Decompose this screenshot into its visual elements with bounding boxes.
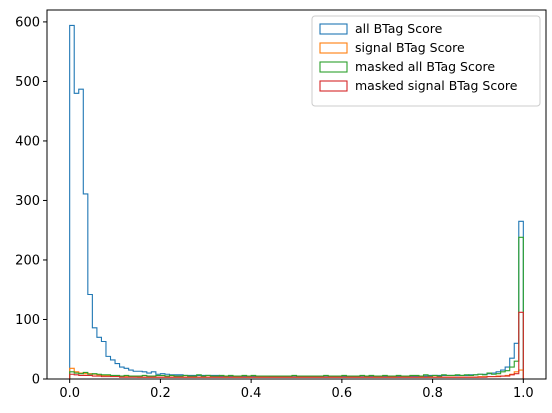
x-tick-label: 0.0 xyxy=(59,386,80,401)
y-tick-label: 200 xyxy=(15,253,40,268)
legend-swatch xyxy=(319,61,348,73)
axes xyxy=(46,9,547,380)
legend-swatch xyxy=(319,80,348,92)
legend-box xyxy=(311,15,541,107)
series-step-4 xyxy=(69,311,524,379)
x-tick-label: 1.0 xyxy=(513,386,534,401)
x-tick-label: 0.6 xyxy=(332,386,353,401)
y-axis-ticks: 0 100 200 300 400 500 600 xyxy=(15,15,47,388)
legend-swatch xyxy=(319,23,348,35)
legend-label: signal BTag Score xyxy=(355,40,465,55)
y-tick-label: 100 xyxy=(15,313,40,328)
y-tick-label: 500 xyxy=(15,75,40,90)
x-tick-label: 0.2 xyxy=(150,386,171,401)
legend-swatch xyxy=(319,42,348,54)
x-tick-label: 0.4 xyxy=(241,386,262,401)
x-axis-ticks: 0.0 0.2 0.4 0.6 0.8 1.0 xyxy=(59,379,534,401)
series-step-3 xyxy=(69,236,524,379)
plot-area-frame xyxy=(46,9,547,380)
legend-label: masked signal BTag Score xyxy=(355,78,518,93)
legend-label: all BTag Score xyxy=(355,21,443,36)
legend: all BTag Score signal BTag Score masked al… xyxy=(311,15,541,107)
x-tick-label: 0.8 xyxy=(422,386,443,401)
legend-label: masked all BTag Score xyxy=(355,59,495,74)
series-layer xyxy=(69,24,524,379)
y-tick-label: 400 xyxy=(15,134,40,149)
series-step-1 xyxy=(69,24,524,379)
y-tick-label: 300 xyxy=(15,194,40,209)
y-tick-label: 600 xyxy=(15,15,40,30)
y-tick-label: 0 xyxy=(32,373,40,388)
